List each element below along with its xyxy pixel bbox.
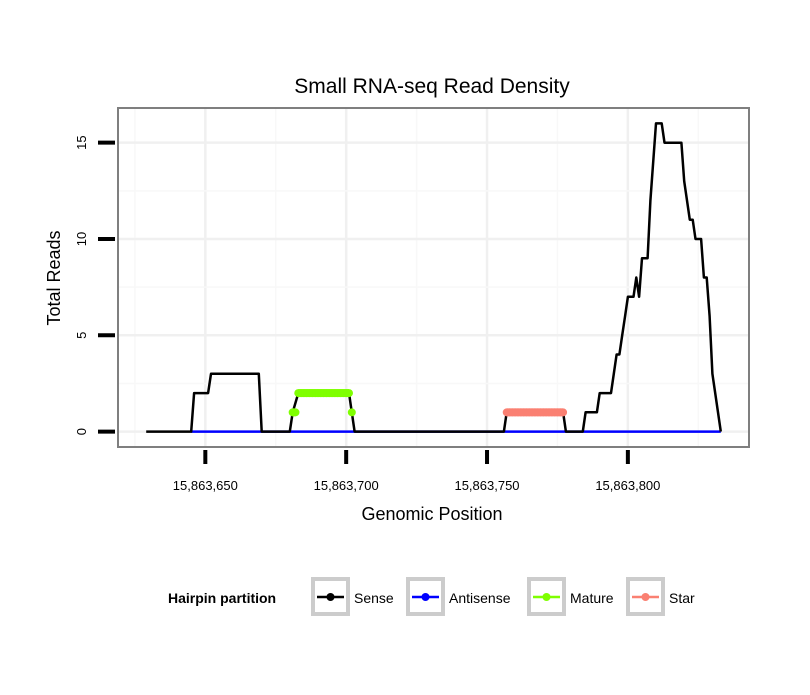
x-tick-label: 15,863,700: [314, 478, 379, 493]
x-axis-label: Genomic Position: [361, 504, 502, 524]
legend-title: Hairpin partition: [168, 590, 276, 606]
mature-data-point: [347, 408, 356, 417]
chart-title: Small RNA-seq Read Density: [294, 75, 570, 98]
legend-point-star: [641, 593, 650, 601]
x-tick-label: 15,863,800: [595, 478, 660, 493]
legend-point-mature: [542, 593, 551, 601]
legend-label-mature: Mature: [570, 590, 614, 606]
panel-border: [117, 107, 750, 448]
legend-point-antisense: [421, 593, 430, 601]
y-axis-label: Total Reads: [44, 230, 64, 325]
axes: 15,863,650 15,863,700 15,863,750 15,863,800…: [74, 135, 660, 493]
x-tick-label: 15,863,650: [173, 478, 238, 493]
y-tick-label: 5: [74, 332, 89, 339]
x-tick-label: 15,863,750: [454, 478, 519, 493]
y-tick-label: 15: [74, 135, 89, 149]
y-tick-label: 10: [74, 232, 89, 246]
y-tick-label: 0: [74, 428, 89, 435]
sense-series-line: [146, 122, 723, 433]
legend-label-sense: Sense: [354, 590, 394, 606]
legend-point-sense: [326, 593, 335, 601]
legend-label-star: Star: [669, 590, 695, 606]
legend: Hairpin partition Sense Antisense Mature St…: [168, 577, 695, 616]
legend-label-antisense: Antisense: [449, 590, 511, 606]
series-layer: [146, 122, 723, 433]
